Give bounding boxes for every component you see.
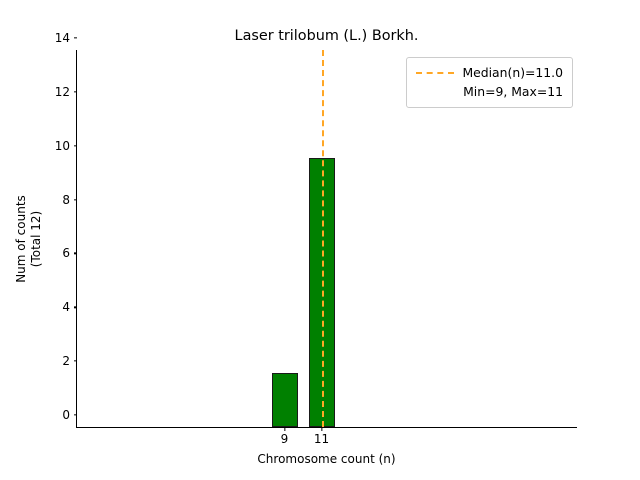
y-tick-mark <box>73 414 77 416</box>
bar-9 <box>271 373 298 427</box>
dashed-line-icon <box>414 67 456 79</box>
legend-entry-minmax: Min=9, Max=11 <box>414 82 565 101</box>
y-axis-label: Num of counts (Total 12) <box>14 195 43 283</box>
x-tick-mark <box>320 427 323 431</box>
y-axis-label-container: Num of counts (Total 12) <box>14 50 44 428</box>
y-tick-label: 14 <box>54 31 70 45</box>
legend-label-minmax: Min=9, Max=11 <box>463 83 563 99</box>
y-tick-label: 4 <box>62 300 70 315</box>
x-tick-mark <box>283 427 286 431</box>
y-tick-mark <box>73 37 77 39</box>
x-axis-label: Chromosome count (n) <box>257 452 396 466</box>
legend-entry-median: Median(n)=11.0 <box>414 63 565 82</box>
y-tick-mark <box>73 145 77 147</box>
y-tick-label: 6 <box>62 246 70 261</box>
y-tick-label: 2 <box>62 354 70 369</box>
x-tick-label: 9 <box>280 432 289 446</box>
y-tick-label: 12 <box>54 84 70 99</box>
y-tick-mark <box>73 252 77 255</box>
y-tick-mark <box>73 198 77 201</box>
legend: Median(n)=11.0 Min=9, Max=11 <box>406 57 573 108</box>
plot-area: 0 2 4 6 8 10 12 14 <box>55 32 577 446</box>
y-tick-mark <box>73 91 77 93</box>
y-tick-label: 8 <box>62 192 70 207</box>
chart-title: Laser trilobum (L.) Borkh. <box>234 28 419 44</box>
y-tick-mark <box>73 360 77 362</box>
y-tick-label: 0 <box>62 408 70 422</box>
legend-label-median: Median(n)=11.0 <box>462 64 563 80</box>
median-line <box>321 50 324 427</box>
y-tick-mark <box>73 306 77 308</box>
x-tick-label: 11 <box>313 432 330 446</box>
y-tick-label: 10 <box>54 138 70 153</box>
